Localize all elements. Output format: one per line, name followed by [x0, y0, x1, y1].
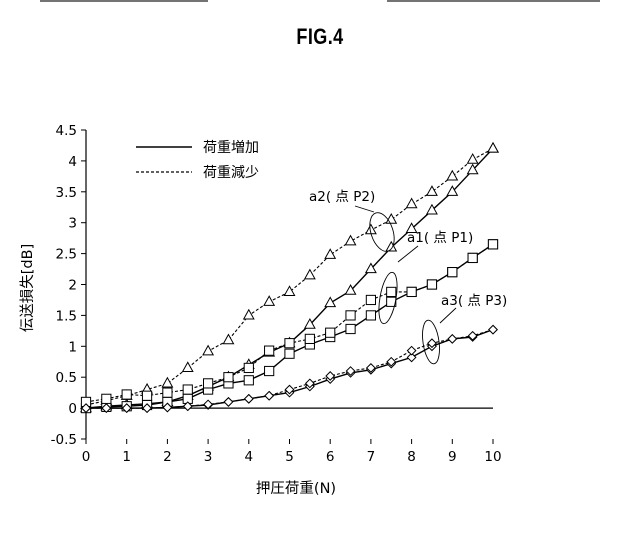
data-point-diamond-dashed: [489, 325, 497, 333]
annotation-label: a3( 点 P3): [441, 293, 507, 309]
x-tick-label: 4: [245, 449, 254, 465]
y-axis-label: 伝送損失[dB]: [19, 244, 36, 332]
data-point-diamond-dashed: [245, 395, 253, 403]
data-point-square-dashed: [122, 390, 131, 399]
x-tick-label: 3: [204, 449, 213, 465]
data-point-square-solid: [285, 349, 294, 358]
x-axis-label: 押圧荷重(N): [256, 480, 336, 497]
data-point-square-dashed: [142, 391, 151, 400]
data-point-triangle-dashed: [447, 171, 457, 180]
data-point-triangle-dashed: [244, 310, 254, 319]
y-tick-label: 3.5: [56, 185, 77, 201]
data-point-square-solid: [244, 376, 253, 385]
x-tick-label: 8: [407, 449, 416, 465]
data-point-triangle-dashed: [203, 346, 213, 355]
data-point-square-dashed: [448, 268, 457, 277]
y-tick-label: 0.5: [56, 370, 77, 386]
legend: 荷重増加 荷重減少: [136, 140, 259, 181]
data-point-square-dashed: [346, 311, 355, 320]
y-tick-label: 4.5: [56, 123, 77, 139]
data-point-square-dashed: [224, 373, 233, 382]
y-tick-label: 4: [68, 154, 77, 170]
annotation-layer: a2( 点 P2) a1( 点 P1) a3( 点 P3): [309, 189, 507, 365]
data-point-square-dashed: [387, 287, 396, 296]
data-point-square-dashed: [407, 287, 416, 296]
x-tick-label: 5: [285, 449, 294, 465]
data-point-diamond-dashed: [265, 392, 273, 400]
x-tick-label: 2: [163, 449, 172, 465]
data-point-triangle-dashed: [325, 249, 335, 258]
markers-layer: [81, 143, 498, 413]
series-line-square-dashed: [86, 244, 493, 402]
data-point-triangle-dashed: [162, 378, 172, 387]
data-point-square-dashed: [265, 346, 274, 355]
data-point-diamond-dashed: [407, 346, 415, 354]
data-point-diamond-dashed: [204, 400, 212, 408]
annotation-label: a2( 点 P2): [309, 189, 375, 205]
data-point-square-solid: [366, 311, 375, 320]
data-point-square-dashed: [204, 379, 213, 388]
annotation-label: a1( 点 P1): [407, 230, 473, 246]
x-tick-label: 6: [326, 449, 335, 465]
annotation-leader-line: [355, 206, 374, 212]
data-point-triangle-dashed: [223, 335, 233, 344]
data-point-triangle-dashed: [488, 143, 498, 152]
data-point-square-dashed: [285, 339, 294, 348]
legend-label-increase: 荷重増加: [203, 140, 259, 156]
data-point-triangle-solid: [386, 242, 396, 251]
data-point-square-dashed: [102, 394, 111, 403]
data-point-triangle-dashed: [284, 286, 294, 295]
data-point-triangle-dashed: [407, 199, 417, 208]
data-point-square-dashed: [163, 388, 172, 397]
annotation-leader-line: [398, 246, 418, 262]
data-point-square-dashed: [427, 280, 436, 289]
y-tick-label: 2: [68, 278, 77, 294]
y-tick-label: 1.5: [56, 308, 77, 324]
data-point-triangle-dashed: [468, 154, 478, 163]
data-point-triangle-dashed: [427, 186, 437, 195]
data-point-triangle-dashed: [345, 236, 355, 245]
data-point-triangle-dashed: [264, 296, 274, 305]
data-point-diamond-dashed: [224, 398, 232, 406]
data-point-square-dashed: [488, 240, 497, 249]
x-tick-label: 7: [367, 449, 376, 465]
y-tick-label: 0: [68, 401, 77, 417]
x-tick-label: 10: [484, 449, 501, 465]
data-point-triangle-solid: [325, 297, 335, 306]
data-point-square-solid: [346, 324, 355, 333]
y-tick-label: 3: [68, 216, 77, 232]
x-tick-label: 1: [122, 449, 131, 465]
y-tick-label: 2.5: [56, 247, 77, 263]
x-tick-label: 0: [82, 449, 91, 465]
axes: -0.5 0 0.5 1 1.5 2 2.5 3 3.5 4 4.5 0 1 2 3 4 5 6 7 8 9 10: [51, 123, 502, 465]
x-tick-label: 9: [448, 449, 457, 465]
data-point-square-dashed: [244, 363, 253, 372]
y-tick-label: -0.5: [51, 432, 77, 448]
data-point-square-dashed: [468, 253, 477, 262]
data-point-square-solid: [265, 366, 274, 375]
data-point-square-dashed: [305, 334, 314, 343]
data-point-square-dashed: [183, 385, 192, 394]
data-point-triangle-dashed: [183, 362, 193, 371]
data-point-square-dashed: [366, 295, 375, 304]
legend-label-decrease: 荷重減少: [203, 164, 259, 181]
y-tick-label: 1: [68, 339, 77, 355]
data-point-diamond-dashed: [448, 335, 456, 343]
annotation-leader-line: [440, 308, 456, 323]
data-point-square-dashed: [326, 328, 335, 337]
